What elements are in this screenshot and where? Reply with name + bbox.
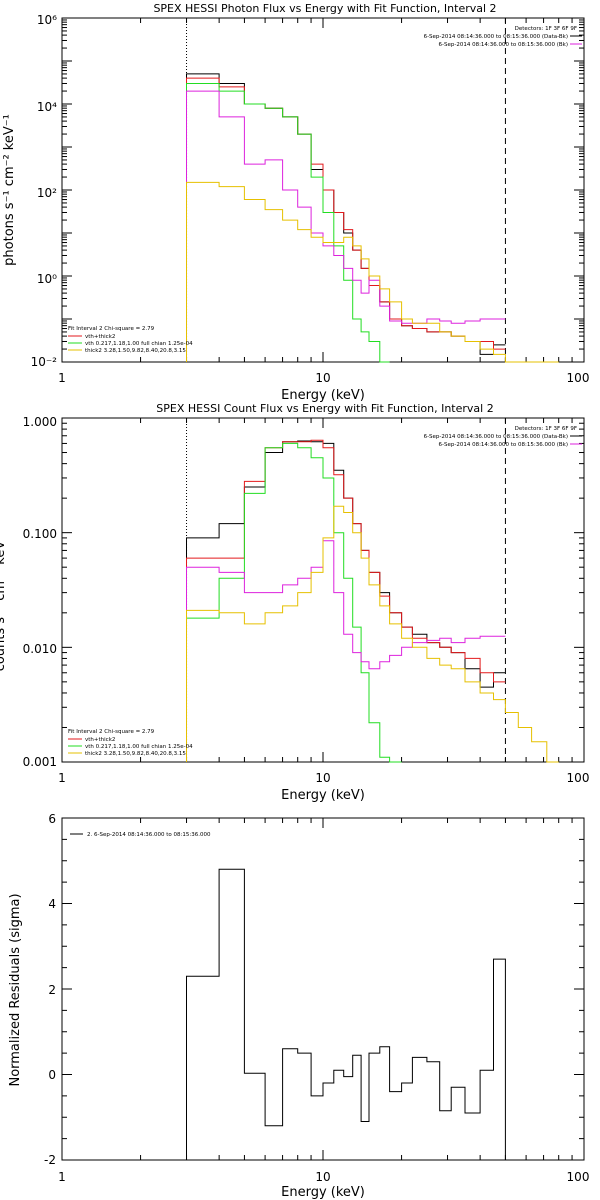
thick2-fit-step-line <box>186 181 559 363</box>
count-panel-title: SPEX HESSI Count Flux vs Energy with Fit… <box>156 402 493 415</box>
photon-x-tick-label: 10 <box>315 371 330 385</box>
count-legend-entry: 6-Sep-2014 08:14:36.000 to 08:15:36.000 … <box>439 442 569 448</box>
residuals-series <box>186 868 506 1160</box>
photon-x-tick-label: 100 <box>567 371 590 385</box>
count-y-axis-label: counts s⁻¹ cm⁻² keV⁻¹ <box>0 529 8 672</box>
residuals-y-tick-label: 2 <box>48 983 56 997</box>
thick2-fit-step-line <box>186 505 559 763</box>
residuals-legend-entry: 2. 6-Sep-2014 08:14:36.000 to 08:15:36.0… <box>87 832 211 838</box>
count-y-tick-label: 0.001 <box>23 755 57 769</box>
residuals-y-tick-label: 4 <box>48 897 56 911</box>
photon-y-tick-label: 10⁻² <box>31 355 58 369</box>
residuals-x-axis-label: Energy (keV) <box>281 1185 365 1200</box>
count-legend-header: Detectors: 1F 3F 6F 9F <box>515 426 577 432</box>
vth-fit-step-line <box>186 83 390 363</box>
count-x-tick-label: 100 <box>567 771 590 785</box>
residuals-y-tick-label: 6 <box>48 812 56 826</box>
photon-axis-ticks <box>61 17 585 363</box>
photon-y-axis-label: photons s⁻¹ cm⁻² keV⁻¹ <box>2 114 17 266</box>
photon-y-tick-label: 10² <box>37 186 57 200</box>
count-y-tick-label: 0.010 <box>23 642 57 656</box>
photon-x-axis-label: Energy (keV) <box>281 388 365 403</box>
count-flux-panel: SPEX HESSI Count Flux vs Energy with Fit… <box>0 402 589 803</box>
count-series <box>186 439 559 763</box>
residuals-y-axis-label: Normalized Residuals (sigma) <box>8 893 23 1086</box>
photon-x-tick-label: 1 <box>58 371 66 385</box>
photon-panel-title: SPEX HESSI Photon Flux vs Energy with Fi… <box>153 2 496 15</box>
vth-fit-step-line <box>186 442 402 763</box>
count-x-tick-label: 1 <box>58 771 66 785</box>
photon-fit-legend-entry: vth+thick2 <box>85 334 115 340</box>
photon-y-tick-label: 10⁶ <box>37 13 57 27</box>
count-x-tick-label: 10 <box>315 771 330 785</box>
photon-fit-legend-header: Fit Interval 2 Chi-square = 2.79 <box>68 326 155 332</box>
residuals-axis-ticks <box>61 817 585 1161</box>
photon-y-tick-label: 10⁰ <box>37 272 57 286</box>
photon-series <box>186 73 559 363</box>
photon-legend-entry: 6-Sep-2014 08:14:36.000 to 08:15:36.000 … <box>439 42 569 48</box>
residuals-y-tick-label: -2 <box>44 1153 56 1167</box>
background-step-line <box>186 90 506 362</box>
photon-fit-legend-entry: vth 0.217,1.18,1.00 full chian 1.25e-04 <box>85 341 193 347</box>
photon-y-tick-label: 10⁴ <box>37 100 57 114</box>
background-step-line <box>186 540 506 762</box>
residual-step-line <box>186 868 506 1160</box>
count-x-axis-label: Energy (keV) <box>281 788 365 803</box>
residuals-x-tick-label: 10 <box>315 1170 330 1184</box>
residuals-panel: 1 10 100 -2 0 2 4 6 Energy (keV) Normali… <box>8 812 589 1200</box>
count-fit-legend-entry: vth+thick2 <box>85 737 115 743</box>
residuals-x-tick-label: 1 <box>58 1170 66 1184</box>
count-legend-entry: 6-Sep-2014 08:14:36.000 to 08:15:36.000 … <box>424 434 568 440</box>
photon-flux-panel: SPEX HESSI Photon Flux vs Energy with Fi… <box>2 2 589 403</box>
photon-legend-entry: 6-Sep-2014 08:14:36.000 to 08:15:36.000 … <box>424 34 568 40</box>
residuals-x-tick-label: 100 <box>567 1170 590 1184</box>
photon-fit-legend-entry: thick2 3.28,1.50,9.82,8.40,20.8,3.15 <box>85 348 186 354</box>
residuals-y-tick-label: 0 <box>48 1068 56 1082</box>
photon-legend-header: Detectors: 1F 3F 6F 9F <box>515 26 577 32</box>
count-y-tick-label: 1.000 <box>23 415 57 429</box>
count-fit-legend-entry: thick2 3.28,1.50,9.82,8.40,20.8,3.15 <box>85 751 186 757</box>
count-fit-legend-header: Fit Interval 2 Chi-square = 2.79 <box>68 729 155 735</box>
count-y-tick-label: 0.100 <box>23 527 57 541</box>
count-fit-legend-entry: vth 0.217,1.18,1.00 full chian 1.25e-04 <box>85 744 193 750</box>
